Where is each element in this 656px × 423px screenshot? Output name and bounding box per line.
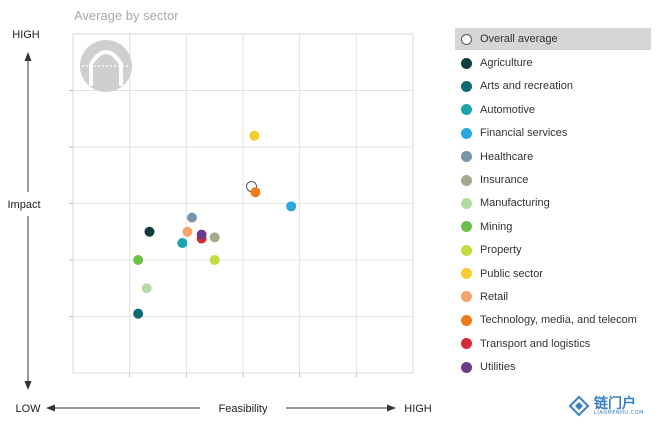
point-mining	[133, 255, 144, 265]
x-axis-low-label: LOW	[15, 403, 41, 415]
legend-label: Automotive	[480, 103, 536, 116]
point-insurance	[209, 232, 220, 243]
arch-badge-icon	[80, 40, 132, 92]
legend-item-financial-services: Financial services	[455, 122, 651, 145]
legend-label: Transport and logistics	[480, 337, 591, 350]
legend-item-insurance: Insurance	[455, 168, 651, 191]
legend-swatch	[461, 151, 472, 163]
legend-item-public-sector: Public sector	[455, 262, 651, 285]
legend-label: Public sector	[480, 267, 543, 280]
legend-item-transport-and-logistics: Transport and logistics	[455, 332, 651, 355]
x-axis-high-label: HIGH	[404, 403, 432, 415]
chart-title: Average by sector	[74, 8, 179, 23]
legend-label: Overall average	[480, 33, 558, 45]
legend-item-utilities: Utilities	[455, 355, 651, 378]
legend-swatch	[461, 268, 472, 280]
legend-item-property: Property	[455, 239, 651, 262]
data-points	[133, 130, 297, 319]
point-public-sector	[249, 130, 260, 141]
legend-item-healthcare: Healthcare	[455, 145, 651, 168]
point-manufacturing	[141, 283, 152, 294]
legend-label: Retail	[480, 290, 509, 303]
legend-item-agriculture: Agriculture	[455, 51, 651, 74]
legend-label: Agriculture	[480, 57, 533, 70]
diamond-logo-icon	[568, 395, 590, 417]
legend-label: Mining	[480, 220, 513, 233]
legend-swatch	[461, 244, 472, 256]
legend-swatch	[461, 314, 472, 326]
legend-item-overall-average: Overall average	[455, 28, 651, 50]
legend-item-mining: Mining	[455, 215, 651, 238]
x-axis-arrow	[46, 404, 396, 412]
legend-label: Utilities	[480, 361, 516, 374]
x-axis-label: Feasibility	[219, 403, 268, 415]
legend-label: Healthcare	[480, 150, 534, 163]
legend-item-arts-and-recreation: Arts and recreation	[455, 75, 651, 98]
legend-swatch	[461, 174, 472, 186]
point-property	[209, 255, 220, 265]
legend-label: Financial services	[480, 127, 568, 140]
y-axis-label: Impact	[7, 199, 40, 211]
legend-swatch	[461, 338, 472, 350]
y-axis-arrow	[24, 52, 32, 390]
point-agriculture	[144, 226, 155, 237]
y-axis-high-label: HIGH	[12, 29, 40, 41]
point-technology-media-and-telecom	[250, 187, 261, 198]
plot-frame	[72, 33, 414, 374]
legend-item-technology-media-and-telecom: Technology, media, and telecom	[455, 309, 651, 332]
legend-item-automotive: Automotive	[455, 98, 651, 121]
gridlines	[69, 34, 413, 377]
legend-swatch	[461, 104, 472, 116]
logo-text: 链门户	[594, 395, 636, 412]
legend-swatch	[461, 127, 472, 139]
logo-subtext: LIANMENHU.COM	[594, 409, 644, 416]
point-automotive	[177, 238, 188, 249]
legend-item-retail: Retail	[455, 285, 651, 308]
legend-swatch	[461, 361, 472, 373]
legend-swatch	[461, 80, 472, 92]
watermark-logo: 链门户 LIANMENHU.COM	[568, 393, 652, 419]
legend-swatch	[461, 291, 472, 303]
legend-label: Manufacturing	[480, 197, 550, 210]
legend-swatch	[461, 33, 472, 45]
point-financial-services	[286, 201, 297, 212]
legend-swatch	[461, 221, 472, 233]
legend-label: Insurance	[480, 174, 529, 187]
legend-item-manufacturing: Manufacturing	[455, 192, 651, 215]
legend-label: Arts and recreation	[480, 80, 573, 93]
point-healthcare	[187, 212, 197, 223]
legend-swatch	[461, 197, 472, 209]
legend-swatch	[461, 57, 472, 69]
point-arts-and-recreation	[133, 308, 144, 319]
legend-label: Technology, media, and telecom	[480, 314, 637, 327]
point-retail	[182, 226, 193, 237]
point-utilities	[196, 229, 207, 240]
legend-label: Property	[480, 244, 522, 257]
legend: Overall average Agriculture Arts and recre…	[455, 28, 651, 379]
